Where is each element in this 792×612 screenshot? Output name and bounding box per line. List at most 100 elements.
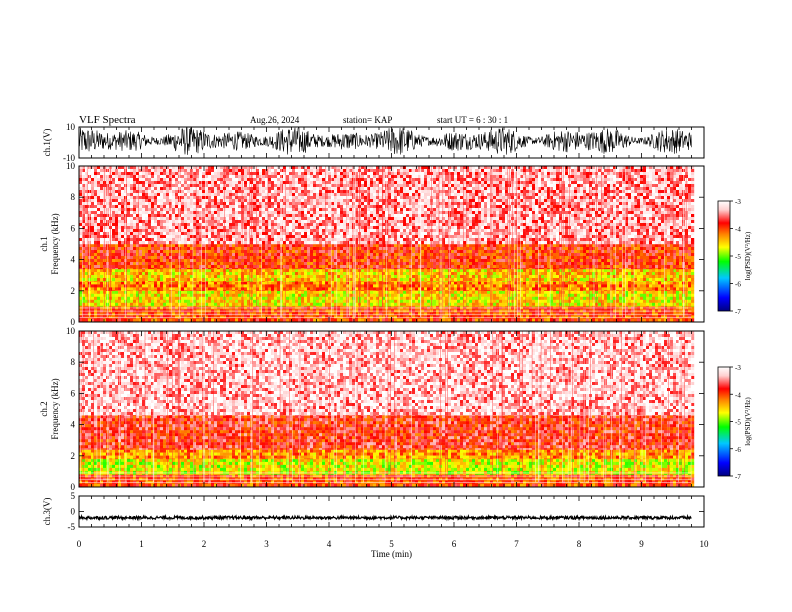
spectrogram-cell (220, 287, 223, 290)
spectrogram-cell (457, 275, 460, 278)
spectrogram-cell (367, 284, 370, 287)
spectrogram-cell (460, 247, 463, 250)
spectrogram-cell (160, 244, 163, 247)
spectrogram-cell (544, 278, 547, 281)
spectrogram-cell (502, 281, 505, 282)
spectrogram-cell (691, 306, 694, 307)
spectrogram-cell (409, 318, 412, 321)
spectrogram-cell (193, 303, 196, 306)
spectrogram-cell (547, 318, 550, 321)
spectrogram-cell (142, 306, 145, 307)
spectrogram-cell (523, 318, 526, 321)
spectrogram-cell (619, 300, 622, 303)
spectrogram-cell (286, 297, 289, 300)
spectrogram-cell (268, 287, 271, 290)
spectrogram-cell (94, 284, 97, 287)
spectrogram-cell (121, 269, 124, 272)
spectrogram-cell (85, 294, 88, 297)
spectrogram-cell (466, 294, 469, 297)
spectrogram-cell (115, 284, 118, 287)
spectrogram-cell (112, 278, 115, 281)
spectrogram-cell (466, 269, 469, 272)
spectrogram-cell (295, 272, 298, 275)
spectrogram-cell (142, 272, 145, 275)
spectrogram-cell (610, 244, 613, 247)
spectrogram-cell (406, 269, 409, 272)
spectrogram-cell (547, 281, 550, 282)
spectrogram-cell (472, 244, 475, 247)
spectrogram-cell (361, 281, 364, 284)
spectrogram-cell (349, 297, 352, 300)
spectrogram-cell (604, 247, 607, 250)
spectrogram-cell (400, 281, 403, 282)
spectrogram-cell (283, 247, 286, 250)
spectrogram-cell (472, 294, 475, 297)
spectrogram-cell (241, 247, 244, 250)
spectrogram-cell (445, 300, 448, 303)
spectrogram-cell (439, 294, 442, 297)
spectrogram-cell (193, 290, 196, 291)
spectrogram-cell (244, 281, 247, 284)
spectrogram-cell (400, 315, 403, 318)
spectrogram-cell (361, 247, 364, 250)
spectrogram-cell (196, 281, 199, 284)
spectrogram-cell (364, 284, 367, 287)
spectrogram-cell (502, 290, 505, 291)
spectrogram-cell (313, 297, 316, 300)
spectrogram-cell (445, 306, 448, 307)
spectrogram-cell (637, 297, 640, 300)
spectrogram-cell (427, 300, 430, 303)
spectrogram-cell (112, 269, 115, 272)
spectrogram-cell (421, 306, 424, 307)
spectrogram-cell (502, 247, 505, 250)
spectrogram-cell (427, 278, 430, 281)
spectrogram-cell (550, 306, 553, 307)
spectrogram-cell (130, 284, 133, 287)
spectrogram-cell (175, 300, 178, 303)
spectrogram-cell (649, 315, 652, 318)
spectrogram-cell (658, 244, 661, 247)
spectrogram-cell (640, 294, 643, 297)
spectrogram-cell (544, 290, 547, 291)
spectrogram-cell (439, 306, 442, 307)
spectrogram-cell (580, 278, 583, 281)
spectrogram-cell (94, 290, 97, 291)
spectrogram-cell (607, 281, 610, 282)
spectrogram-cell (337, 303, 340, 306)
spectrogram-cell (478, 300, 481, 303)
spectrogram-cell (319, 244, 322, 247)
spectrogram-cell (679, 290, 682, 291)
spectrogram-cell (184, 275, 187, 278)
spectrogram-cell (187, 275, 190, 278)
spectrogram-cell (388, 281, 391, 284)
spectrogram-cell (373, 290, 376, 291)
spectrogram-cell (451, 275, 454, 278)
spectrogram-cell (472, 303, 475, 306)
spectrogram-cell (319, 290, 322, 291)
spectrogram-cell (397, 281, 400, 282)
spectrogram-cell (400, 284, 403, 287)
spectrogram-cell (550, 315, 553, 318)
spectrogram-cell (196, 269, 199, 272)
spectrogram-cell (586, 247, 589, 250)
spectrogram-cell (571, 306, 574, 307)
spectrogram-cell (301, 290, 304, 291)
spectrogram-cell (457, 306, 460, 307)
spectrogram-cell (565, 275, 568, 278)
spectrogram-cell (547, 272, 550, 275)
spectrogram-cell (454, 284, 457, 287)
spectrogram-cell (202, 250, 205, 253)
spectrogram-cell (397, 244, 400, 247)
spectrogram-cell (496, 294, 499, 297)
spectrogram-cell (271, 281, 274, 284)
spectrogram-cell (457, 290, 460, 291)
spectrogram-cell (346, 291, 349, 294)
spectrogram-cell (241, 278, 244, 281)
spectrogram-cell (151, 284, 154, 287)
spectrogram-cell (238, 247, 241, 250)
spectrogram-cell (220, 275, 223, 278)
spectrogram-cell (310, 294, 313, 297)
spectrogram-cell (535, 291, 538, 294)
spectrogram-cell (202, 269, 205, 272)
spectrogram-cell (85, 291, 88, 294)
